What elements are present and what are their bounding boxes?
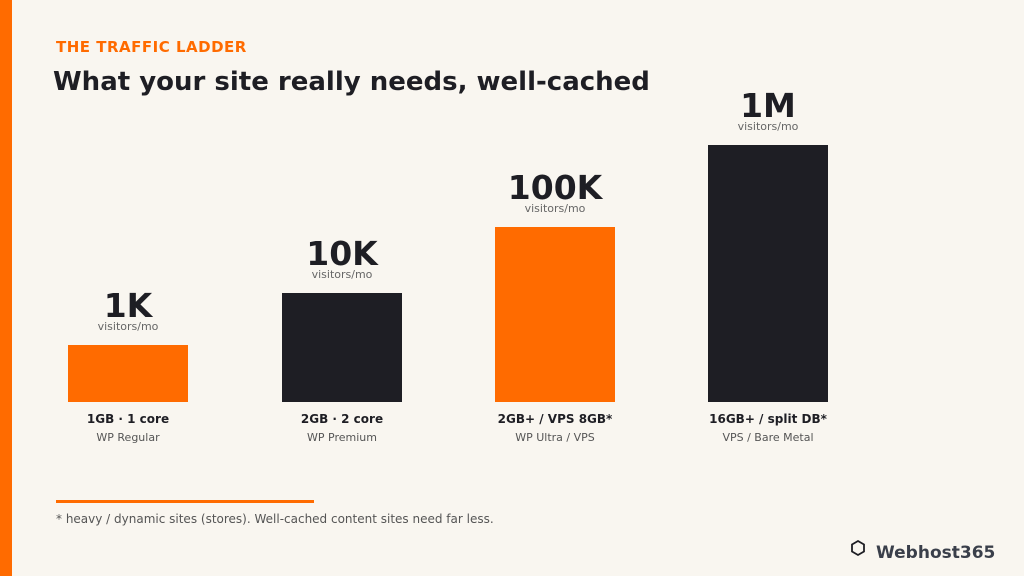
- step-value: 100K: [508, 168, 604, 207]
- step-unit: visitors/mo: [525, 202, 586, 215]
- step-value: 1M: [740, 86, 796, 125]
- step-bar: [282, 293, 402, 402]
- brand: Webhost365: [876, 543, 995, 563]
- step-plan: WP Premium: [307, 431, 377, 444]
- brand-icon: [851, 539, 865, 557]
- divider: [56, 500, 314, 503]
- footnote: * heavy / dynamic sites (stores). Well-c…: [56, 512, 494, 526]
- step-plan: WP Ultra / VPS: [515, 431, 595, 444]
- step-spec: 2GB · 2 core: [301, 412, 383, 426]
- step-spec: 16GB+ / split DB*: [709, 412, 827, 426]
- step-plan: VPS / Bare Metal: [722, 431, 813, 444]
- title: What your site really needs, well-cached: [53, 67, 650, 97]
- step-bar: [68, 345, 188, 402]
- step-bar: [495, 227, 615, 402]
- step-value: 10K: [306, 234, 379, 273]
- step-unit: visitors/mo: [738, 120, 799, 133]
- step-bar: [708, 145, 828, 402]
- step-spec: 1GB · 1 core: [87, 412, 169, 426]
- kicker: THE TRAFFIC LADDER: [56, 38, 247, 56]
- step-unit: visitors/mo: [98, 320, 159, 333]
- step-spec: 2GB+ / VPS 8GB*: [498, 412, 613, 426]
- accent-strip: [0, 0, 12, 576]
- step-value: 1K: [104, 286, 154, 325]
- step-unit: visitors/mo: [312, 268, 373, 281]
- step-plan: WP Regular: [96, 431, 160, 444]
